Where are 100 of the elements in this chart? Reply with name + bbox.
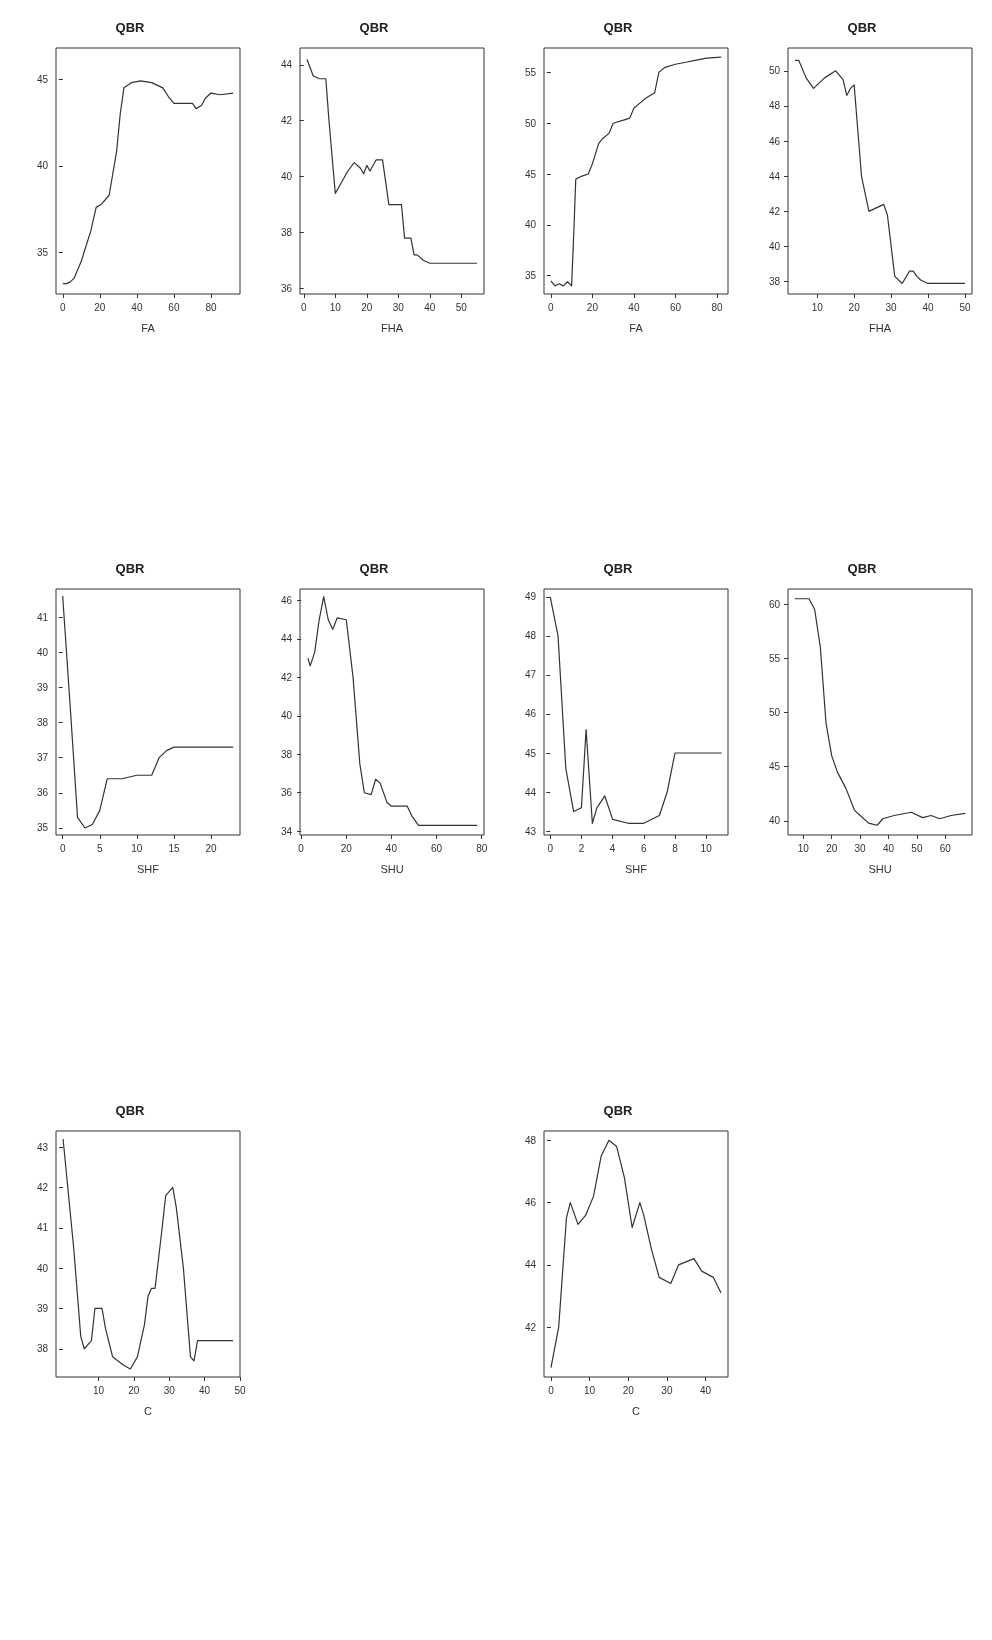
- line-series: [550, 56, 722, 287]
- y-tick-label: 40: [768, 815, 781, 827]
- y-tick-label: 60: [768, 599, 781, 610]
- x-tick-label: 60: [431, 842, 443, 854]
- y-tick-label: 42: [524, 1321, 537, 1333]
- x-tick-label: 50: [959, 301, 971, 313]
- y-tick-label: 45: [36, 73, 49, 85]
- x-axis-title: FA: [141, 321, 156, 334]
- x-tick-label: 6: [641, 842, 648, 854]
- x-tick-label: 20: [361, 301, 373, 313]
- x-tick-label: 40: [628, 301, 640, 313]
- y-tick-label: 50: [768, 65, 781, 77]
- y-tick-label: 36: [280, 282, 293, 294]
- x-tick-label: 10: [811, 301, 824, 313]
- y-tick-label: 42: [280, 115, 293, 127]
- y-tick-label: 45: [524, 168, 537, 180]
- x-tick-label: 30: [392, 301, 405, 313]
- x-tick-label: 20: [848, 301, 861, 313]
- x-tick-label: 60: [168, 301, 180, 313]
- x-axis-title: SHF: [625, 862, 648, 875]
- y-tick-label: 46: [280, 595, 293, 607]
- x-tick-label: 60: [939, 842, 952, 854]
- x-tick-label: 4: [609, 842, 616, 854]
- line-series: [307, 596, 478, 827]
- chart-title: QBR: [603, 1102, 634, 1118]
- chart-title: QBR: [115, 1102, 146, 1118]
- chart-title: QBR: [115, 20, 146, 35]
- chart-title: QBR: [359, 20, 390, 35]
- y-tick-label: 55: [524, 66, 537, 78]
- x-tick-label: 10: [92, 1384, 105, 1396]
- x-tick-label: 20: [128, 1384, 140, 1396]
- chart-title: QBR: [847, 561, 878, 577]
- y-tick-label: 40: [36, 160, 49, 172]
- y-tick-label: 50: [768, 707, 781, 719]
- y-tick-label: 44: [280, 59, 293, 71]
- y-tick-label: 38: [36, 717, 49, 729]
- y-tick-label: 35: [524, 270, 537, 282]
- y-tick-label: 40: [768, 241, 781, 253]
- chart-title: QBR: [603, 20, 634, 35]
- x-axis-title: FA: [629, 321, 644, 334]
- x-tick-label: 0: [548, 301, 555, 313]
- y-tick-label: 42: [36, 1181, 49, 1193]
- y-tick-label: 36: [280, 787, 293, 799]
- y-tick-label: 44: [768, 170, 781, 182]
- chart-title: QBR: [115, 561, 146, 577]
- y-tick-label: 44: [524, 1259, 537, 1271]
- x-tick-label: 0: [60, 301, 67, 313]
- x-tick-label: 30: [163, 1384, 176, 1396]
- x-tick-label: 0: [301, 301, 307, 313]
- x-tick-label: 10: [584, 1384, 596, 1396]
- x-tick-label: 40: [131, 301, 143, 313]
- x-axis-title: SHU: [380, 862, 404, 875]
- y-tick-label: 46: [524, 1196, 537, 1208]
- y-tick-label: 35: [36, 246, 49, 258]
- x-tick-label: 15: [168, 842, 180, 854]
- y-tick-label: 48: [524, 1134, 537, 1146]
- y-tick-label: 40: [524, 219, 537, 231]
- x-tick-label: 0: [548, 1384, 555, 1396]
- y-tick-label: 49: [524, 591, 537, 603]
- y-tick-label: 42: [280, 672, 293, 684]
- y-tick-label: 45: [768, 761, 781, 773]
- y-tick-label: 45: [524, 747, 537, 759]
- x-tick-label: 5: [96, 842, 103, 854]
- x-tick-label: 0: [547, 842, 554, 854]
- x-tick-label: 30: [885, 301, 898, 313]
- x-tick-label: 20: [622, 1384, 635, 1396]
- y-tick-label: 39: [36, 1302, 49, 1314]
- x-tick-label: 0: [298, 842, 305, 854]
- x-tick-label: 80: [205, 301, 217, 313]
- x-tick-label: 40: [922, 301, 935, 313]
- y-tick-label: 48: [768, 100, 781, 112]
- y-tick-label: 35: [36, 822, 49, 834]
- x-tick-label: 40: [199, 1384, 211, 1396]
- y-tick-label: 39: [36, 682, 49, 694]
- line-series: [794, 598, 966, 827]
- x-tick-label: 10: [797, 842, 810, 854]
- x-tick-label: 20: [340, 842, 353, 854]
- chart-title: QBR: [603, 561, 634, 577]
- y-tick-label: 43: [36, 1141, 49, 1153]
- y-tick-label: 38: [768, 276, 781, 288]
- line-series: [62, 1138, 234, 1370]
- x-axis-title: FHA: [381, 321, 404, 334]
- y-tick-label: 38: [36, 1342, 49, 1354]
- y-tick-label: 46: [768, 135, 781, 147]
- x-tick-label: 20: [586, 301, 599, 313]
- y-tick-label: 44: [524, 786, 537, 798]
- x-tick-label: 80: [711, 301, 723, 313]
- y-tick-label: 40: [280, 710, 293, 722]
- y-tick-label: 34: [280, 825, 293, 837]
- x-tick-label: 10: [329, 301, 342, 313]
- line-series: [306, 58, 478, 264]
- line-series: [794, 59, 966, 285]
- x-tick-label: 40: [424, 301, 436, 313]
- x-tick-label: 50: [234, 1384, 246, 1396]
- y-tick-label: 46: [524, 708, 537, 720]
- y-tick-label: 37: [36, 752, 49, 764]
- y-tick-label: 48: [524, 630, 537, 642]
- x-tick-label: 40: [700, 1384, 712, 1396]
- x-tick-label: 30: [661, 1384, 673, 1396]
- x-tick-label: 50: [455, 301, 468, 313]
